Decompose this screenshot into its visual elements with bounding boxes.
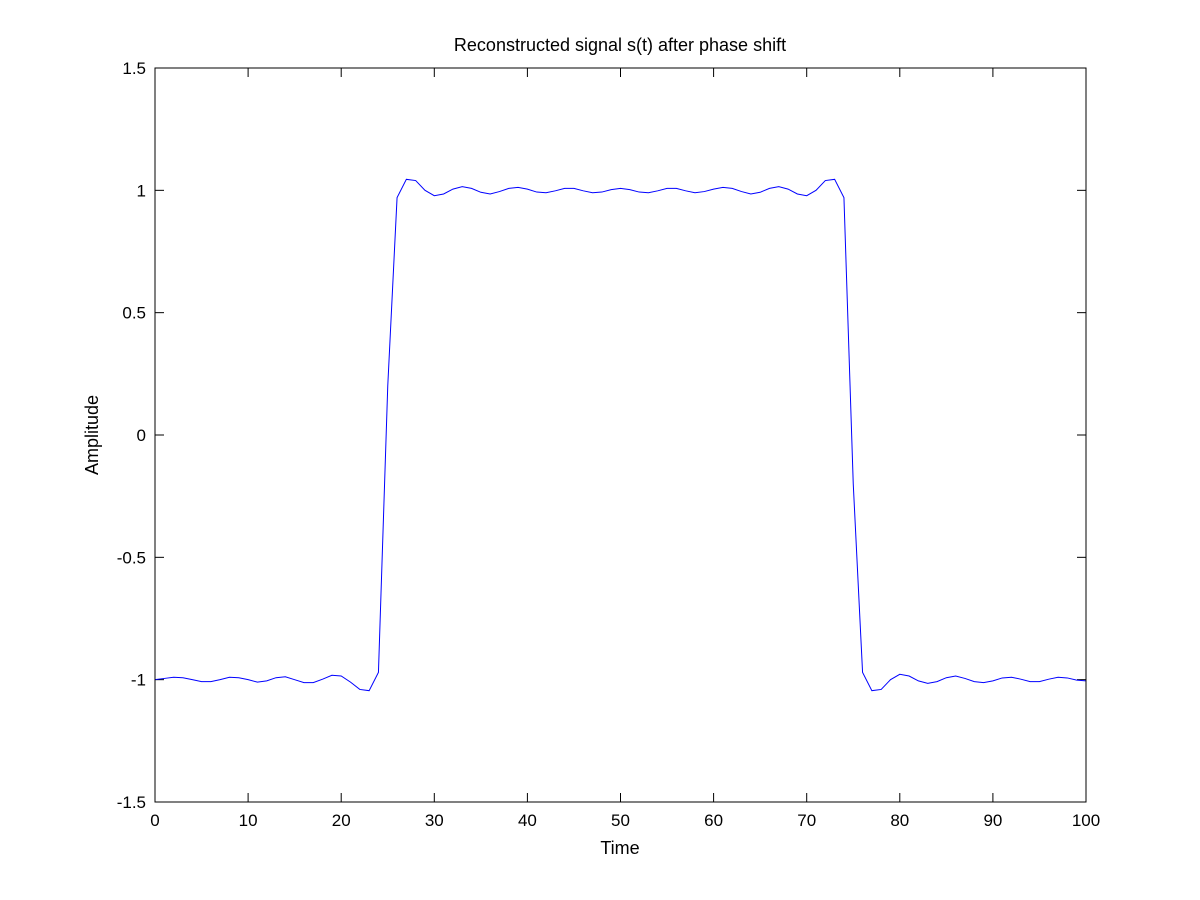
x-tick-label: 30: [425, 811, 444, 830]
y-tick-label: -0.5: [117, 548, 146, 567]
x-tick-label: 90: [983, 811, 1002, 830]
x-tick-label: 80: [890, 811, 909, 830]
y-tick-label: 1.5: [122, 59, 146, 78]
x-tick-label: 50: [611, 811, 630, 830]
x-axis-label: Time: [600, 838, 639, 858]
series-line: [154, 178, 1087, 692]
x-tick-label: 70: [797, 811, 816, 830]
x-tick-labels: 0 10 20 30 40 50 60 70 80 90 100: [150, 811, 1100, 830]
y-tick-label: 0: [137, 426, 146, 445]
x-tick-label: 60: [704, 811, 723, 830]
chart-title: Reconstructed signal s(t) after phase sh…: [454, 35, 786, 55]
y-tick-label: -1: [131, 671, 146, 690]
plot-frame: [154, 67, 1087, 803]
x-tick-label: 20: [332, 811, 351, 830]
x-tick-label: 100: [1072, 811, 1100, 830]
y-tick-labels: -1.5 -1 -0.5 0 0.5 1 1.5: [117, 59, 146, 812]
x-tick-label: 10: [239, 811, 258, 830]
y-tick-label: 1: [137, 181, 146, 200]
y-tick-label: -1.5: [117, 793, 146, 812]
y-axis-label: Amplitude: [82, 395, 102, 475]
x-tick-label: 40: [518, 811, 537, 830]
plot-area: [155, 68, 1086, 802]
x-tick-label: 0: [150, 811, 159, 830]
y-tick-label: 0.5: [122, 304, 146, 323]
